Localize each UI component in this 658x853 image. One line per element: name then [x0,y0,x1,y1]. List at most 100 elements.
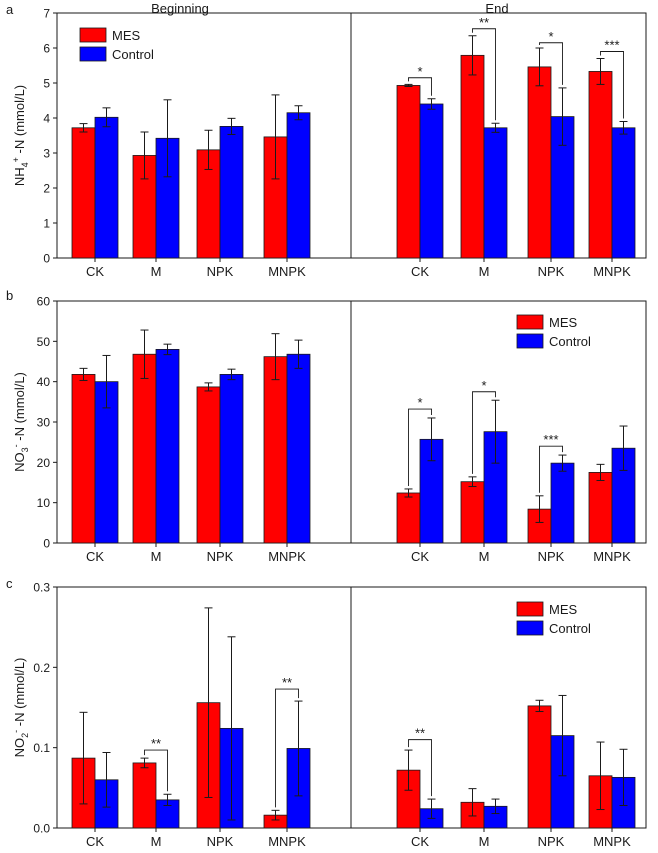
significance-bracket [539,42,563,85]
x-tick-label: M [479,264,490,279]
legend-swatch-mes [516,601,544,617]
x-tick-label: CK [86,264,104,279]
bar-beginning-mes-mnpk [263,356,288,544]
y-tick-label: 50 [37,335,51,349]
panel-letter: a [6,2,14,17]
y-tick-label: 2 [43,182,50,196]
bar-end-control-ck [419,103,444,259]
legend-swatch-control [79,46,107,62]
significance-label: ** [479,15,489,30]
bar-end-control-m [483,127,508,259]
significance-bracket [408,739,432,797]
legend-label-control: Control [549,621,591,636]
significance-bracket [472,391,496,474]
y-tick-label: 0 [43,537,50,551]
bar-end-mes-m [460,54,485,259]
y-axis-label: NO2- -N (mmol/L) [11,658,30,758]
legend-swatch-control [516,620,544,636]
bar-beginning-control-npk [219,126,244,259]
x-tick-label: M [479,549,490,564]
legend-label-control: Control [549,334,591,349]
bar-beginning-control-ck [94,116,119,259]
significance-bracket [600,51,624,119]
significance-label: ** [151,736,161,751]
panel-letter: c [6,576,13,591]
x-tick-label: MNPK [268,549,306,564]
bar-beginning-mes-npk [196,386,221,544]
x-tick-label: MNPK [593,549,631,564]
y-tick-label: 6 [43,42,50,56]
panel-a: a Beginning End 0 1 2 3 4 5 6 7 NH4+ -N (mmol/L) CK M… [6,1,647,279]
bar-end-mes-ck [396,85,421,259]
bar-beginning-control-mnpk [286,353,311,544]
x-tick-label: M [151,264,162,279]
bar-end-mes-ck [396,492,421,544]
y-tick-label: 20 [37,456,51,470]
legend-label-mes: MES [549,315,578,330]
y-tick-label: 40 [37,375,51,389]
bar-beginning-mes-ck [71,374,96,544]
x-tick-label: NPK [538,834,565,849]
x-tick-label: MNPK [268,264,306,279]
significance-bracket [539,445,563,493]
x-tick-label: M [479,834,490,849]
significance-label: * [548,29,553,44]
y-tick-label: 4 [43,112,50,126]
y-tick-label: 0.2 [33,661,50,675]
x-tick-label: CK [411,549,429,564]
significance-label: *** [543,432,558,447]
x-tick-label: CK [86,549,104,564]
legend-swatch-control [516,333,544,349]
y-axis-label: NO3- -N (mmol/L) [11,372,30,472]
bar-end-control-npk [550,462,575,544]
y-tick-label: 5 [43,77,50,91]
legend-swatch-mes [516,314,544,330]
bar-beginning-mes-ck [71,127,96,259]
y-tick-label: 10 [37,496,51,510]
x-tick-label: NPK [207,834,234,849]
x-tick-label: CK [86,834,104,849]
bar-end-mes-mnpk [588,472,613,544]
y-tick-label: 0.1 [33,741,50,755]
x-tick-label: CK [411,264,429,279]
y-tick-label: 0.0 [33,822,50,836]
significance-label: * [417,395,422,410]
significance-label: ** [415,726,425,741]
significance-bracket [408,408,432,486]
significance-label: * [481,378,486,393]
bar-end-control-mnpk [611,127,636,259]
x-tick-label: MNPK [593,834,631,849]
section-title-beginning: Beginning [151,1,209,16]
panel-letter: b [6,288,13,303]
y-axis-label: NH4+ -N (mmol/L) [11,85,30,186]
significance-bracket [408,77,432,96]
y-tick-label: 0 [43,252,50,266]
x-tick-label: NPK [538,264,565,279]
y-tick-label: 0.3 [33,581,50,595]
x-tick-label: NPK [207,264,234,279]
legend-label-mes: MES [549,602,578,617]
significance-bracket [472,28,496,121]
x-tick-label: M [151,549,162,564]
x-tick-label: MNPK [593,264,631,279]
y-tick-label: 30 [37,416,51,430]
legend-label-control: Control [112,47,154,62]
section-title-end: End [485,1,508,16]
y-tick-label: 60 [37,295,51,309]
bar-end-mes-m [460,481,485,544]
x-tick-label: NPK [538,549,565,564]
y-tick-label: 3 [43,147,50,161]
x-tick-label: CK [411,834,429,849]
significance-label: * [417,64,422,79]
bar-end-mes-mnpk [588,71,613,259]
y-tick-label: 7 [43,7,50,21]
legend-swatch-mes [79,27,107,43]
bar-beginning-control-mnpk [286,112,311,259]
legend-label-mes: MES [112,28,141,43]
bar-end-mes-npk [527,705,552,829]
x-tick-label: M [151,834,162,849]
significance-bracket [144,749,168,792]
